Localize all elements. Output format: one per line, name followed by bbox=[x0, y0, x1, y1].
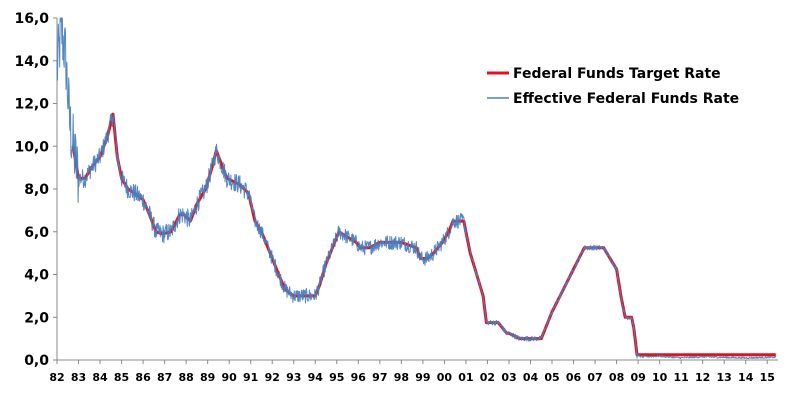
x-tick-label: 93 bbox=[286, 371, 301, 384]
x-tick-label: 85 bbox=[114, 371, 129, 384]
x-tick-label: 10 bbox=[652, 371, 668, 384]
y-tick-label: 2,0 bbox=[24, 310, 49, 326]
y-tick-label: 6,0 bbox=[24, 225, 49, 241]
x-tick-label: 82 bbox=[49, 371, 64, 384]
x-tick-label: 04 bbox=[523, 371, 539, 384]
series-target-rate-line bbox=[71, 112, 776, 357]
legend-label-effective: Effective Federal Funds Rate bbox=[513, 91, 739, 107]
legend-label-target: Federal Funds Target Rate bbox=[513, 66, 721, 82]
y-tick-label: 4,0 bbox=[24, 268, 49, 284]
x-tick-label: 90 bbox=[222, 371, 238, 384]
x-tick-label: 83 bbox=[71, 371, 86, 384]
x-tick-label: 92 bbox=[265, 371, 280, 384]
series-effective-rate-line bbox=[56, 17, 777, 360]
y-tick-label: 14,0 bbox=[14, 54, 49, 70]
x-tick-label: 99 bbox=[415, 371, 430, 384]
x-tick-label: 88 bbox=[178, 371, 193, 384]
x-tick-label: 00 bbox=[437, 371, 453, 384]
x-tick-label: 13 bbox=[717, 371, 732, 384]
x-tick-label: 15 bbox=[760, 371, 775, 384]
x-tick-label: 05 bbox=[544, 371, 559, 384]
x-tick-label: 95 bbox=[329, 371, 344, 384]
x-tick-label: 01 bbox=[458, 371, 473, 384]
x-tick-label: 09 bbox=[630, 371, 645, 384]
x-tick-label: 84 bbox=[92, 371, 108, 384]
x-tick-label: 11 bbox=[673, 371, 688, 384]
y-tick-label: 0,0 bbox=[24, 353, 49, 369]
y-tick-label: 10,0 bbox=[14, 139, 49, 155]
x-tick-label: 14 bbox=[738, 371, 754, 384]
y-tick-label: 8,0 bbox=[24, 182, 49, 198]
y-tick-label: 12,0 bbox=[14, 97, 49, 113]
y-tick-label: 16,0 bbox=[14, 11, 49, 27]
x-tick-label: 07 bbox=[587, 371, 602, 384]
x-tick-label: 91 bbox=[243, 371, 258, 384]
x-tick-label: 87 bbox=[157, 371, 172, 384]
x-tick-label: 89 bbox=[200, 371, 215, 384]
x-tick-label: 97 bbox=[372, 371, 387, 384]
x-tick-label: 06 bbox=[566, 371, 582, 384]
x-tick-label: 96 bbox=[351, 371, 367, 384]
x-tick-label: 12 bbox=[695, 371, 710, 384]
x-tick-label: 98 bbox=[394, 371, 409, 384]
x-tick-label: 02 bbox=[480, 371, 495, 384]
x-tick-label: 86 bbox=[135, 371, 151, 384]
x-tick-label: 08 bbox=[609, 371, 624, 384]
x-tick-label: 94 bbox=[308, 371, 324, 384]
x-tick-label: 03 bbox=[501, 371, 516, 384]
